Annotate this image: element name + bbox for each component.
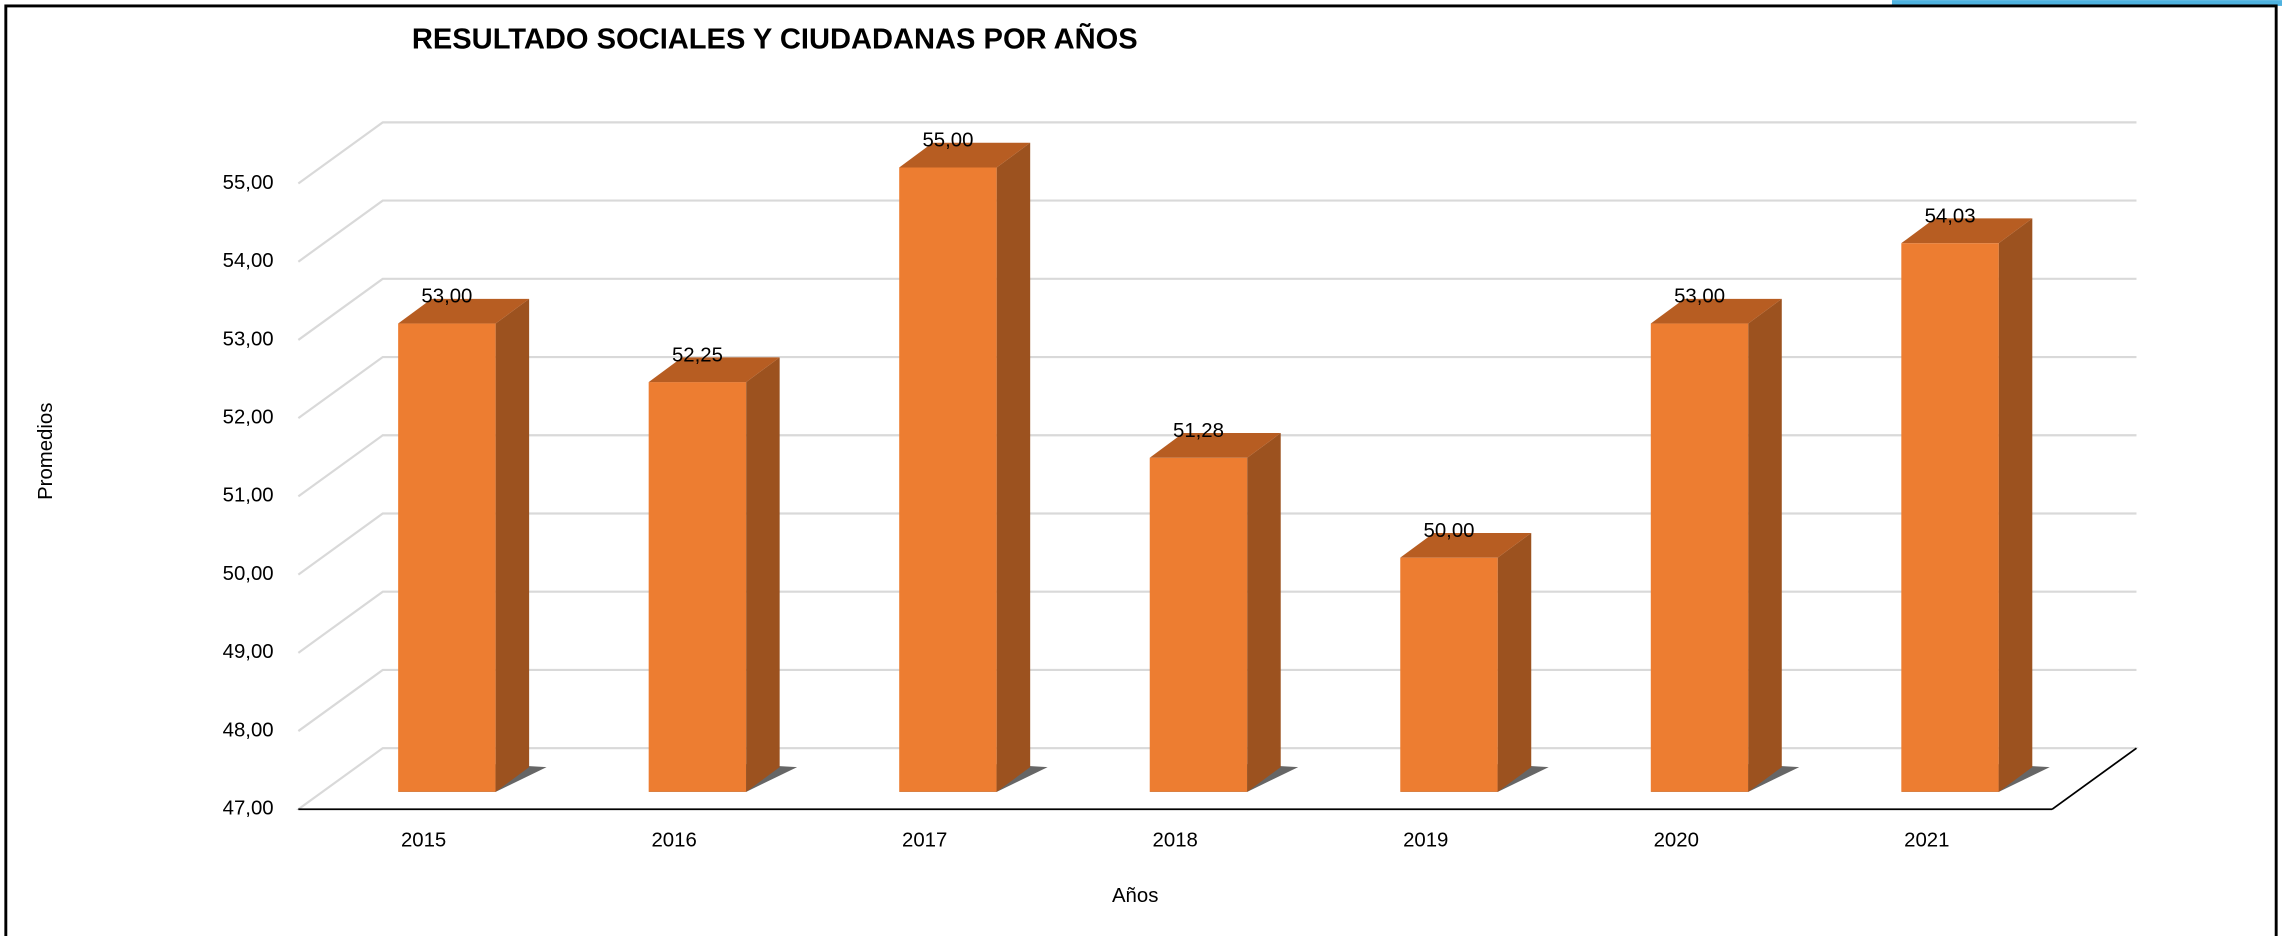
- y-tick-label: 47,00: [223, 798, 274, 820]
- frame: [4, 4, 2278, 936]
- bar: [899, 167, 997, 792]
- grid-line: [297, 512, 2137, 576]
- x-axis-label: Años: [1112, 885, 1158, 907]
- bar: [648, 382, 747, 792]
- chart-title: RESULTADO SOCIALES Y CIUDADANAS POR AÑOS: [412, 22, 1138, 56]
- x-tick-label: 2015: [401, 830, 446, 852]
- y-tick-label: 54,00: [223, 250, 274, 272]
- x-tick-label: 2019: [1403, 830, 1448, 852]
- y-tick-label: 48,00: [223, 719, 274, 741]
- bar-top: [1400, 532, 1532, 558]
- bar-top: [899, 142, 1031, 168]
- grid-line: [297, 590, 2137, 654]
- x-tick-label: 2016: [651, 830, 696, 852]
- y-tick-label: 51,00: [223, 485, 274, 507]
- grid-line: [297, 277, 2137, 341]
- data-label: 54,03: [1925, 205, 1976, 227]
- data-label: 53,00: [1674, 286, 1725, 308]
- bar-side: [495, 298, 530, 792]
- bar-side: [1247, 433, 1281, 792]
- plot: 47,00 48,00 49,00 50,00 51,00 52,00 53,00 54,00…: [223, 121, 2139, 852]
- data-label: 52,25: [672, 344, 723, 366]
- y-tick-label: 52,00: [223, 407, 274, 429]
- x-tick-label: 2021: [1904, 830, 1949, 852]
- y-tick-label: 55,00: [223, 172, 274, 194]
- grid-line: [297, 121, 2137, 185]
- data-label: 51,28: [1173, 420, 1224, 442]
- y-tick-label: 49,00: [223, 641, 274, 663]
- bar-side: [996, 142, 1031, 792]
- x-tick-label: 2018: [1153, 830, 1198, 852]
- bar-top: [1901, 218, 2033, 244]
- bar-side: [1998, 218, 2033, 792]
- bar: [1650, 323, 1749, 792]
- bar-top: [398, 298, 530, 324]
- axis-line: [2051, 747, 2137, 810]
- data-label: 50,00: [1424, 520, 1475, 542]
- bar: [398, 323, 496, 792]
- decoration: [1891, 0, 2282, 6]
- grid-line: [297, 355, 2137, 420]
- grid-line: [297, 199, 2137, 263]
- bar: [1901, 243, 1999, 792]
- grid-line: [297, 668, 2137, 732]
- x-tick-label: 2020: [1654, 830, 1699, 852]
- y-tick-label: 50,00: [223, 563, 274, 585]
- bar-top: [648, 357, 780, 383]
- bar-side: [1497, 532, 1532, 792]
- grid-line: [297, 747, 2137, 811]
- data-label: 53,00: [421, 286, 472, 308]
- bar-top: [1149, 433, 1281, 458]
- bar: [1149, 457, 1248, 792]
- y-axis-label: Promedios: [35, 403, 57, 500]
- data-label: 55,00: [922, 130, 973, 152]
- x-tick-label: 2017: [902, 830, 947, 852]
- bar: [1400, 557, 1498, 792]
- bar-side: [1748, 298, 1782, 792]
- bar-top: [1650, 298, 1782, 324]
- bar-side: [746, 357, 780, 792]
- grid-line: [297, 434, 2137, 498]
- y-tick-label: 53,00: [223, 328, 274, 350]
